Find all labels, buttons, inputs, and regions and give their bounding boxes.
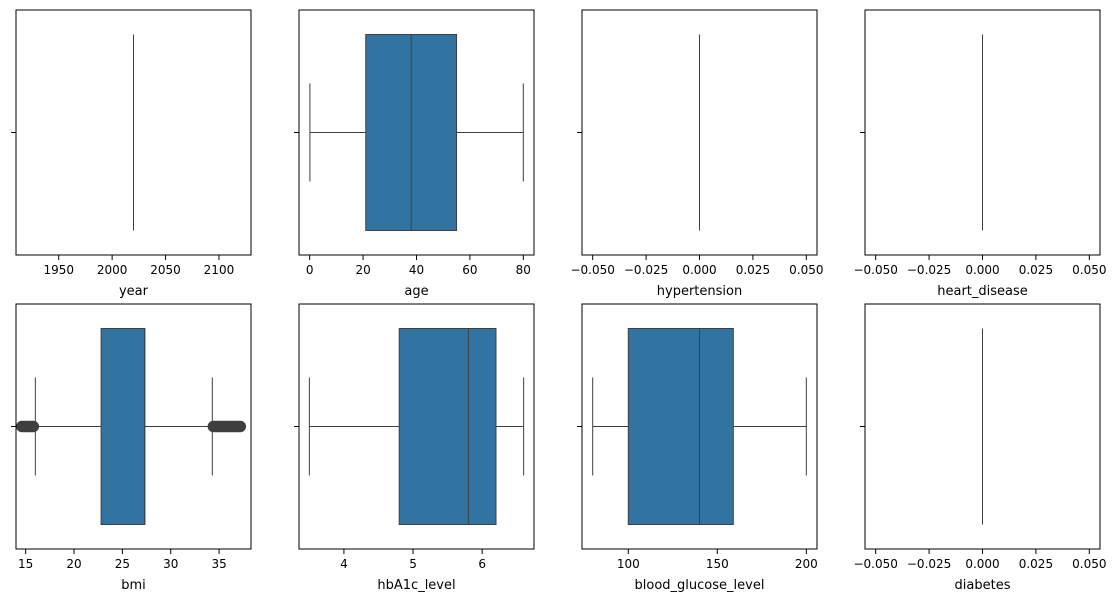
x-tick-label: 0.000 xyxy=(965,263,999,277)
x-tick-label: 35 xyxy=(211,557,226,571)
x-tick-label: 60 xyxy=(462,263,477,277)
outlier-point xyxy=(234,420,247,433)
x-tick-label: 2000 xyxy=(97,263,128,277)
outlier-point xyxy=(27,420,40,433)
x-axis-label: blood_glucose_level xyxy=(635,578,765,593)
x-tick-label: 0.050 xyxy=(1072,263,1106,277)
x-tick-label: 4 xyxy=(340,557,348,571)
x-tick-label: 0 xyxy=(306,263,314,277)
x-tick-label: 80 xyxy=(516,263,531,277)
x-axis-label: diabetes xyxy=(955,578,1011,593)
x-tick-label: 40 xyxy=(409,263,424,277)
x-tick-label: 5 xyxy=(409,557,417,571)
panel-blood_glucose_level: 100 150 200 blood_glucose_level xyxy=(577,303,818,593)
x-tick-label: −0.025 xyxy=(624,263,668,277)
x-tick-label: 0.050 xyxy=(789,263,823,277)
x-tick-label: 2100 xyxy=(204,263,235,277)
panel-year: 1950 2000 2050 2100 year xyxy=(11,9,252,299)
x-tick-label: 0.000 xyxy=(965,557,999,571)
panel-heart_disease: −0.050 −0.025 0.000 0.025 0.050 heart_disease xyxy=(853,9,1106,299)
x-tick-label: 6 xyxy=(478,557,486,571)
panel-diabetes: −0.050 −0.025 0.000 0.025 0.050 diabetes xyxy=(853,303,1106,593)
x-tick-label: 2050 xyxy=(150,263,181,277)
x-tick-label: −0.050 xyxy=(853,263,897,277)
x-axis-label: heart_disease xyxy=(937,284,1028,299)
x-tick-label: 0.000 xyxy=(682,263,716,277)
x-axis-label: hypertension xyxy=(657,284,742,299)
x-axis-label: year xyxy=(119,284,149,299)
panel-age: 0 20 40 60 80 age xyxy=(294,9,535,299)
panel-hbA1c_level: 4 5 6 hbA1c_level xyxy=(294,303,535,593)
x-axis-label: hbA1c_level xyxy=(377,578,455,593)
x-tick-label: 15 xyxy=(18,557,33,571)
x-tick-label: 0.050 xyxy=(1072,557,1106,571)
x-tick-label: 100 xyxy=(617,557,640,571)
x-axis-label: bmi xyxy=(121,578,146,593)
x-tick-label: 0.025 xyxy=(1019,557,1053,571)
x-tick-label: 25 xyxy=(115,557,130,571)
iqr-box xyxy=(100,328,146,525)
x-tick-label: −0.050 xyxy=(570,263,614,277)
iqr-box xyxy=(627,328,734,525)
x-tick-label: −0.050 xyxy=(853,557,897,571)
iqr-box xyxy=(398,328,497,525)
panel-bmi: 15 20 25 30 35 bmi xyxy=(11,303,252,593)
x-tick-label: 0.025 xyxy=(736,263,770,277)
x-tick-label: 200 xyxy=(795,557,818,571)
x-tick-label: 0.025 xyxy=(1019,263,1053,277)
x-tick-label: −0.025 xyxy=(907,263,951,277)
x-tick-label: 150 xyxy=(706,557,729,571)
x-tick-label: −0.025 xyxy=(907,557,951,571)
x-tick-label: 20 xyxy=(355,263,370,277)
x-tick-label: 30 xyxy=(163,557,178,571)
x-tick-label: 20 xyxy=(66,557,81,571)
x-axis-label: age xyxy=(404,284,428,299)
x-tick-label: 1950 xyxy=(43,263,74,277)
panel-hypertension: −0.050 −0.025 0.000 0.025 0.050 hypertension xyxy=(570,9,823,299)
